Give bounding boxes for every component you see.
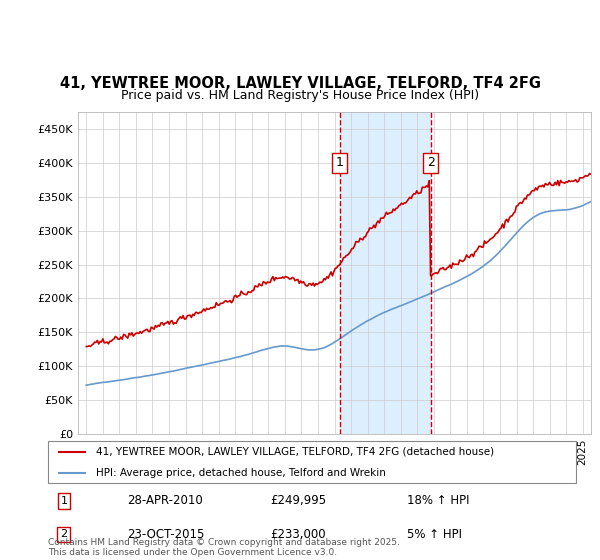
Text: 41, YEWTREE MOOR, LAWLEY VILLAGE, TELFORD, TF4 2FG: 41, YEWTREE MOOR, LAWLEY VILLAGE, TELFOR…	[59, 76, 541, 91]
Bar	[340, 112, 431, 434]
Text: 1: 1	[336, 156, 344, 169]
Text: 5% ↑ HPI: 5% ↑ HPI	[407, 528, 462, 541]
Text: HPI: Average price, detached house, Telford and Wrekin: HPI: Average price, detached house, Telf…	[95, 468, 385, 478]
Text: 2: 2	[427, 156, 434, 169]
Text: 41, YEWTREE MOOR, LAWLEY VILLAGE, TELFORD, TF4 2FG (detached house): 41, YEWTREE MOOR, LAWLEY VILLAGE, TELFOR…	[95, 447, 494, 457]
Text: 28-APR-2010: 28-APR-2010	[127, 494, 203, 507]
Text: 1: 1	[61, 496, 67, 506]
Text: 2: 2	[60, 529, 67, 539]
Text: 23-OCT-2015: 23-OCT-2015	[127, 528, 205, 541]
Text: £233,000: £233,000	[270, 528, 325, 541]
Text: Price paid vs. HM Land Registry's House Price Index (HPI): Price paid vs. HM Land Registry's House …	[121, 89, 479, 102]
Text: £249,995: £249,995	[270, 494, 326, 507]
Text: 18% ↑ HPI: 18% ↑ HPI	[407, 494, 470, 507]
Text: Contains HM Land Registry data © Crown copyright and database right 2025.
This d: Contains HM Land Registry data © Crown c…	[48, 538, 400, 557]
